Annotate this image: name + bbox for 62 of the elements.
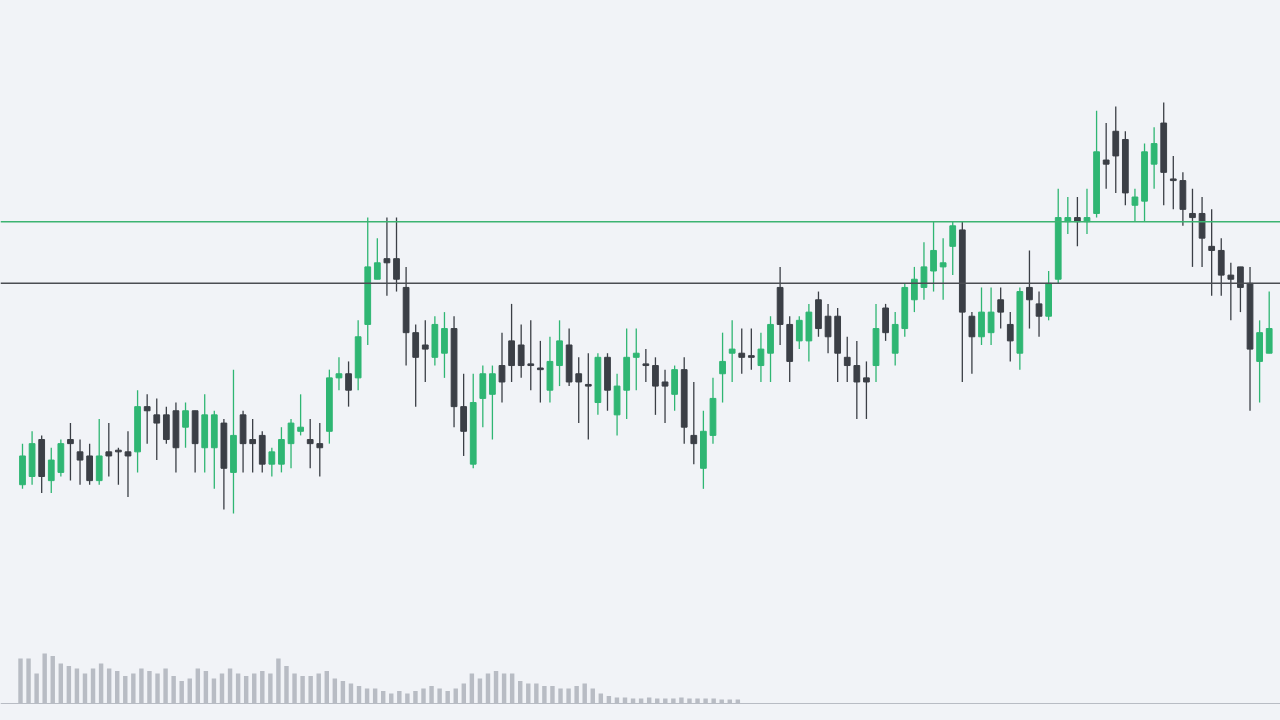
candlestick: [575, 356, 583, 424]
candlestick: [1227, 262, 1235, 321]
candlestick: [661, 369, 669, 424]
candlestick: [115, 447, 122, 486]
candlestick: [498, 332, 506, 404]
candlestick: [949, 221, 957, 276]
candlestick: [1026, 249, 1033, 330]
candlestick: [747, 327, 755, 371]
candlestick: [1237, 266, 1244, 313]
candlestick: [853, 340, 861, 420]
candlestick: [652, 356, 659, 416]
candlestick: [316, 422, 324, 478]
candlestick: [182, 401, 189, 449]
candlestick: [393, 216, 400, 293]
candlestick: [690, 381, 698, 465]
candlestick: [584, 352, 592, 441]
candlestick: [76, 438, 84, 486]
candlestick: [920, 241, 928, 301]
candlestick: [335, 356, 343, 391]
candlestick: [863, 360, 870, 420]
candlestick: [1131, 188, 1139, 223]
candlestick: [719, 332, 726, 404]
candlestick: [373, 237, 381, 280]
candlestick: [268, 447, 276, 478]
candlestick: [1006, 311, 1014, 363]
candlestick: [738, 327, 746, 375]
candlestick: [642, 348, 650, 383]
candlestick: [795, 315, 803, 350]
candlestick: [345, 360, 352, 408]
candlestick: [306, 418, 314, 469]
candlestick: [824, 303, 832, 354]
candlestick: [105, 422, 113, 478]
candlestick: [757, 332, 765, 383]
candlestick: [527, 319, 535, 391]
candlestick: [67, 422, 74, 482]
candlestick: [987, 286, 995, 346]
candlestick: [1208, 208, 1216, 297]
candlestick: [1035, 290, 1043, 338]
candlestick: [939, 237, 947, 301]
candlestick: [383, 216, 391, 297]
candlestick: [728, 319, 736, 383]
candlestick: [930, 221, 937, 293]
candlestick: [843, 336, 851, 383]
candlestick: [536, 340, 544, 404]
candlestick: [489, 364, 496, 441]
candlestick: [1189, 188, 1196, 268]
candlestick: [968, 311, 976, 375]
candlestick: [1150, 126, 1158, 190]
candlestick: [47, 447, 55, 494]
candlestick: [997, 286, 1005, 330]
candlestick: [1169, 155, 1177, 211]
candlestick: [910, 266, 918, 313]
candlestick: [517, 323, 525, 379]
candlestick: [153, 397, 161, 461]
candlestick: [143, 393, 151, 445]
candlestick: [287, 418, 295, 469]
candlestick: [297, 393, 304, 437]
candlestick: [249, 418, 257, 474]
candlestick: [421, 319, 429, 383]
candlestick: [124, 430, 132, 498]
candlestick: [1102, 122, 1110, 190]
candlestick: [632, 327, 640, 391]
